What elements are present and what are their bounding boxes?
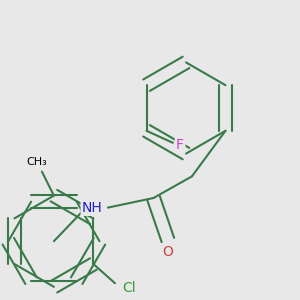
Text: NH: NH: [82, 201, 103, 214]
Text: O: O: [163, 245, 173, 259]
Text: F: F: [176, 138, 184, 152]
Text: Cl: Cl: [123, 281, 136, 295]
Text: CH₃: CH₃: [27, 157, 47, 167]
